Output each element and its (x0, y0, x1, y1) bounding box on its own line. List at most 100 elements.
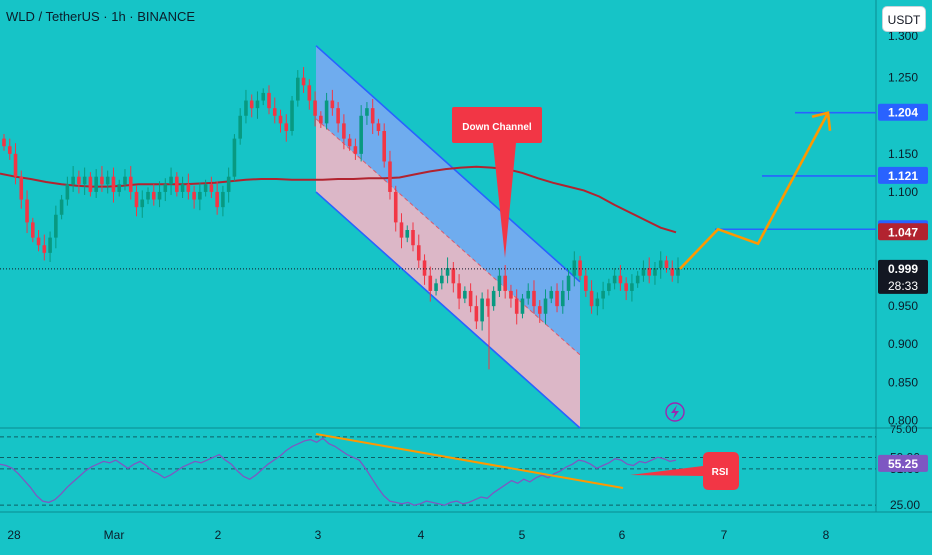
candle-body (434, 283, 438, 291)
candle-body (105, 176, 110, 185)
candle-bear (100, 166, 104, 192)
candle-body (111, 176, 116, 192)
candle-bear (468, 283, 473, 313)
candle-body (520, 298, 525, 314)
x-tick-label: 4 (418, 528, 425, 542)
candle-body (359, 115, 363, 154)
lightning-icon (665, 402, 685, 422)
candle-bull (405, 225, 410, 243)
level-badge-1.047-label: 1.047 (888, 225, 918, 239)
candle-bull (146, 187, 150, 205)
candle-body (140, 199, 145, 208)
candle-bear (192, 185, 196, 209)
candle-body (65, 184, 70, 200)
candle-bull (595, 292, 600, 316)
candle-bull (105, 170, 110, 194)
candle-body (82, 176, 87, 185)
candle-bear (13, 143, 18, 185)
candle-bear (509, 284, 513, 308)
candle-bear (382, 123, 387, 168)
candle-bull (226, 167, 231, 203)
candle-body (537, 306, 542, 314)
candle-body (25, 199, 29, 223)
lightning-icon-bolt (671, 405, 679, 419)
currency-button[interactable]: USDT (882, 6, 926, 32)
candle-bull (232, 134, 237, 182)
candle-bear (486, 289, 490, 317)
candle-bear (342, 114, 346, 150)
candle-bear (347, 134, 352, 151)
candle-bull (601, 281, 605, 310)
candle-body (134, 191, 139, 208)
candle-bear (88, 172, 93, 197)
level-badge-1.121-label: 1.121 (888, 169, 918, 183)
candle-bear (376, 118, 381, 136)
candle-bear (278, 109, 283, 133)
y-tick-label: 1.150 (888, 147, 918, 161)
candle-bear (330, 89, 335, 116)
candle-bull (65, 176, 70, 206)
candle-bear (36, 230, 41, 252)
candle-body (261, 92, 266, 101)
rsi-tick-clipped: 75.00 (890, 424, 918, 436)
candle-bear (31, 217, 35, 243)
candle-body (232, 138, 237, 177)
candle-body (284, 123, 289, 131)
level-badge-1.121-bg (878, 166, 928, 184)
candle-body (244, 100, 248, 116)
candle-bear (319, 111, 323, 128)
candle-bear (42, 234, 47, 261)
candle-body (249, 100, 254, 109)
candle-body (376, 123, 381, 131)
candle-body (630, 283, 634, 291)
x-tick-label: Mar (104, 528, 125, 542)
candle-body (290, 100, 294, 131)
candle-bear (313, 91, 317, 127)
candle-bull (526, 283, 531, 305)
candle-body (509, 290, 513, 299)
candle-body (123, 176, 127, 185)
candle-body (658, 260, 663, 269)
candle-body (221, 191, 225, 208)
candle-body (192, 191, 196, 200)
candle-bear (215, 181, 219, 215)
candle-body (428, 275, 433, 291)
candle-body (601, 290, 605, 299)
candle-body (88, 176, 93, 192)
candle-bear (186, 173, 191, 200)
candle-body (497, 275, 502, 291)
candle-body (514, 298, 519, 314)
candle-bear (151, 184, 156, 206)
candle-body (595, 298, 600, 307)
candle-bull (261, 88, 266, 106)
last-price-badge-label: 0.999 (888, 262, 918, 276)
candle-body (238, 115, 242, 139)
candle-bull (520, 293, 525, 319)
candle-bear (416, 234, 421, 269)
candle-bull (543, 289, 548, 325)
candle-body (445, 268, 450, 276)
candle-body (474, 306, 479, 322)
candle-bear (388, 150, 392, 200)
candle-body (676, 268, 680, 276)
x-tick-label: 6 (619, 528, 626, 542)
candle-bull (117, 179, 122, 197)
candle-bull (180, 176, 185, 199)
candle-body (572, 260, 577, 276)
candle-body (180, 184, 185, 192)
x-tick-label: 7 (721, 528, 728, 542)
candle-body (635, 275, 640, 284)
candle-bull (607, 278, 611, 296)
candle-bear (647, 257, 651, 284)
down-channel-label: Down Channel (462, 122, 532, 133)
candle-bull (82, 167, 87, 195)
candle-body (13, 153, 18, 177)
candle-bear (532, 280, 536, 314)
candle-body (42, 245, 47, 253)
lightning-icon-ring (665, 402, 685, 422)
candle-body (48, 237, 52, 253)
candle-bull (54, 205, 58, 249)
candle-body (532, 290, 536, 307)
candle-body (411, 230, 415, 246)
